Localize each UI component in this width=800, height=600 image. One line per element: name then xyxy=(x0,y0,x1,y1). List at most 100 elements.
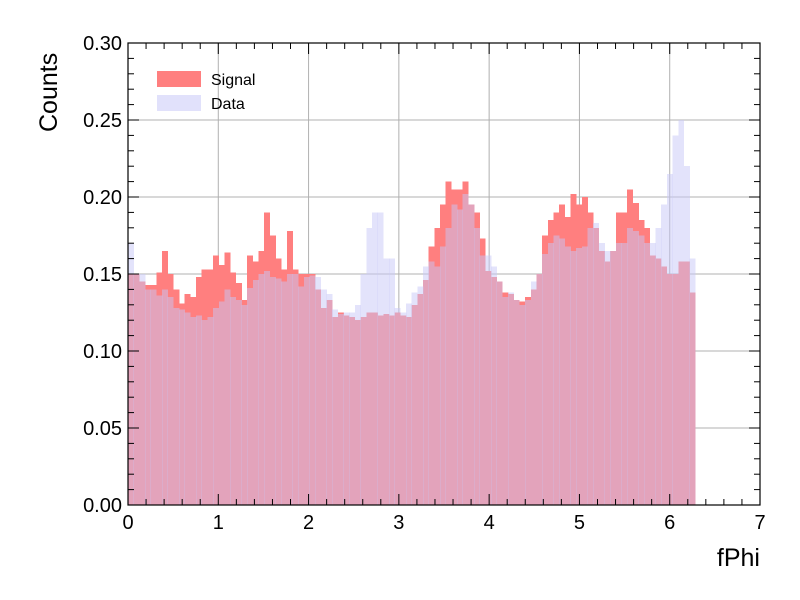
data-bar-34 xyxy=(320,289,327,505)
tick-labels: 0 1 2 3 4 5 6 7 0.00 0.05 0.10 0.15 0.20 0.25 0.30 xyxy=(83,33,766,534)
data-bar-88 xyxy=(627,227,634,506)
data-bar-30 xyxy=(298,286,305,505)
data-bar-86 xyxy=(615,243,622,505)
legend-label-data: Data xyxy=(211,96,245,113)
y-tick-label-0: 0.00 xyxy=(83,495,122,517)
data-bar-82 xyxy=(593,223,600,505)
data-bar-68 xyxy=(513,300,520,505)
data-bar-49 xyxy=(405,303,412,505)
data-bar-87 xyxy=(621,243,628,505)
x-tick-label-1: 1 xyxy=(213,512,224,534)
data-bar-21 xyxy=(247,287,254,505)
data-bar-25 xyxy=(269,277,276,505)
data-bar-24 xyxy=(264,270,271,505)
data-bar-60 xyxy=(468,204,475,505)
data-bar-83 xyxy=(598,243,605,505)
data-bar-64 xyxy=(491,266,498,505)
x-tick-label-5: 5 xyxy=(574,512,585,534)
legend-swatch-signal xyxy=(157,71,201,87)
data-bar-6 xyxy=(162,289,169,505)
data-bar-43 xyxy=(371,212,378,505)
data-bar-48 xyxy=(400,312,407,505)
data-bar-72 xyxy=(536,274,543,505)
data-bar-59 xyxy=(462,193,469,506)
x-tick-label-6: 6 xyxy=(664,512,675,534)
x-tick-label-4: 4 xyxy=(484,512,495,534)
data-bar-4 xyxy=(150,289,157,505)
data-bar-44 xyxy=(377,212,384,505)
data-bar-93 xyxy=(655,227,662,506)
data-bar-70 xyxy=(525,300,532,505)
data-bar-27 xyxy=(281,281,288,505)
data-bar-92 xyxy=(649,243,656,505)
data-bar-2 xyxy=(139,274,146,505)
x-tick-label-0: 0 xyxy=(122,512,133,534)
data-bar-75 xyxy=(553,235,560,505)
y-axis-title: Counts xyxy=(35,53,63,132)
data-bar-63 xyxy=(485,255,492,505)
data-bar-95 xyxy=(666,173,673,505)
data-bar-74 xyxy=(547,243,554,505)
data-bar-28 xyxy=(286,274,293,505)
data-bar-3 xyxy=(145,289,151,505)
data-bar-38 xyxy=(343,312,350,505)
data-bar-39 xyxy=(349,312,356,505)
data-bar-56 xyxy=(445,227,452,506)
y-tick-label-2: 0.10 xyxy=(83,341,122,363)
data-bar-37 xyxy=(337,314,344,505)
data-bar-76 xyxy=(559,238,566,505)
data-bar-40 xyxy=(354,304,361,505)
data-bar-53 xyxy=(428,261,435,505)
data-bar-97 xyxy=(678,120,685,505)
data-bar-11 xyxy=(190,317,197,505)
x-tick-label-3: 3 xyxy=(393,512,404,534)
legend-swatch-data xyxy=(157,95,201,111)
data-bar-8 xyxy=(173,307,180,505)
data-bar-71 xyxy=(530,281,537,505)
x-axis-title: fPhi xyxy=(717,544,760,572)
y-tick-label-6: 0.30 xyxy=(83,33,122,55)
data-bar-67 xyxy=(508,292,515,505)
data-bar-32 xyxy=(309,275,316,505)
data-bar-94 xyxy=(661,204,668,505)
data-bar-78 xyxy=(570,250,577,505)
data-bar-1 xyxy=(133,274,140,505)
data-bar-55 xyxy=(440,246,446,505)
y-tick-label-5: 0.25 xyxy=(83,110,122,132)
data-bar-12 xyxy=(196,315,203,505)
data-bar-7 xyxy=(167,297,174,505)
x-tick-label-2: 2 xyxy=(303,512,314,534)
data-bar-62 xyxy=(479,255,486,505)
data-bar-36 xyxy=(332,309,339,505)
data-bar-79 xyxy=(576,247,583,505)
data-bar-51 xyxy=(417,286,424,505)
data-bar-65 xyxy=(496,281,503,505)
data-bar-81 xyxy=(587,227,594,506)
x-tick-label-7: 7 xyxy=(754,512,765,534)
data-series xyxy=(128,120,696,506)
data-bar-0 xyxy=(128,243,134,505)
data-bar-33 xyxy=(315,277,322,505)
data-bar-15 xyxy=(213,307,220,505)
data-bar-84 xyxy=(604,250,611,505)
data-bar-19 xyxy=(235,300,242,505)
data-bar-99 xyxy=(689,258,696,505)
data-bar-89 xyxy=(632,230,639,505)
data-bar-45 xyxy=(383,258,390,505)
data-bar-98 xyxy=(683,166,690,505)
data-bar-23 xyxy=(258,274,265,505)
data-bar-80 xyxy=(581,246,588,505)
data-bar-22 xyxy=(252,280,259,505)
data-bar-14 xyxy=(207,317,214,505)
data-bar-66 xyxy=(502,297,509,505)
data-bar-41 xyxy=(360,274,367,505)
data-bar-61 xyxy=(474,227,481,506)
y-tick-label-1: 0.05 xyxy=(83,418,122,440)
data-bar-46 xyxy=(388,258,395,505)
data-bar-50 xyxy=(411,292,418,505)
data-bar-90 xyxy=(638,235,645,505)
data-bar-17 xyxy=(224,289,231,505)
data-bar-18 xyxy=(230,297,237,505)
data-bar-20 xyxy=(241,304,248,505)
